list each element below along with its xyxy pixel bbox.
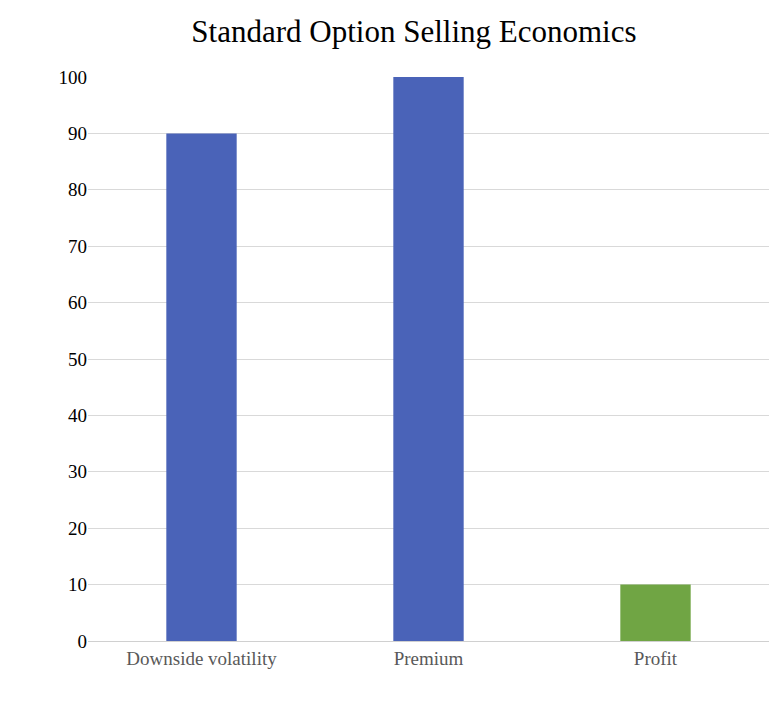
svg-text:Downside volatility: Downside volatility — [126, 648, 277, 669]
svg-text:70: 70 — [68, 236, 87, 257]
svg-text:90: 90 — [68, 123, 87, 144]
svg-text:40: 40 — [68, 405, 87, 426]
svg-text:30: 30 — [68, 461, 87, 482]
svg-text:10: 10 — [68, 574, 87, 595]
svg-text:Profit: Profit — [634, 648, 678, 669]
svg-text:0: 0 — [78, 631, 88, 652]
svg-text:50: 50 — [68, 349, 87, 370]
svg-text:Premium: Premium — [394, 648, 464, 669]
svg-text:100: 100 — [59, 67, 88, 88]
svg-text:80: 80 — [68, 179, 87, 200]
svg-text:60: 60 — [68, 292, 87, 313]
svg-text:20: 20 — [68, 518, 87, 539]
svg-text:Standard Option Selling Econom: Standard Option Selling Economics — [191, 14, 636, 49]
